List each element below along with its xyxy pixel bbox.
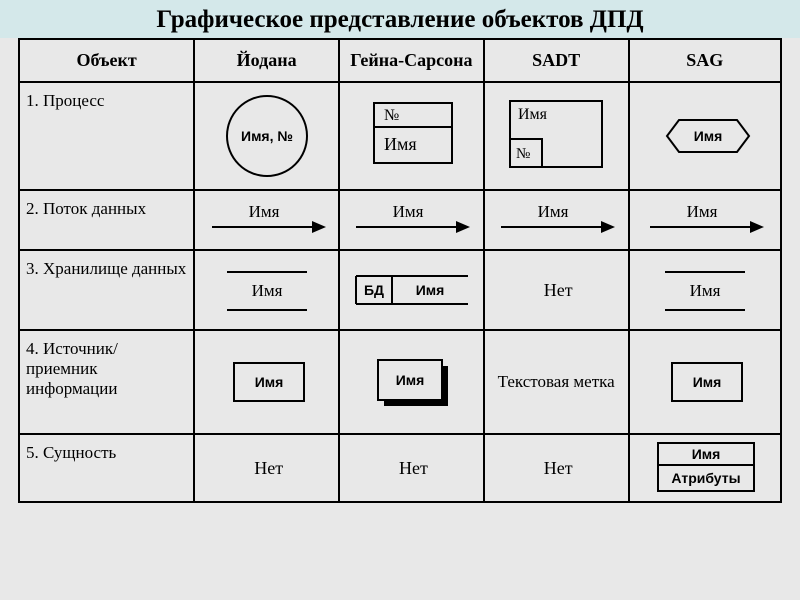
- col-yourdon: Йодана: [194, 39, 339, 82]
- store-gane-icon: БД Имя: [346, 266, 476, 314]
- header-row: Объект Йодана Гейна-Сарсона SADT SAG: [19, 39, 781, 82]
- entity-icon: Имя Атрибуты: [640, 439, 770, 497]
- cell-ent-gane: Нет: [339, 434, 484, 502]
- cell-process-gane: № Имя: [339, 82, 484, 190]
- svg-text:Имя, №: Имя, №: [241, 128, 293, 144]
- page-title: Графическое представление объектов ДПД: [0, 0, 800, 38]
- svg-text:№: №: [384, 107, 399, 124]
- cell-ext-sag: Имя: [629, 330, 781, 434]
- cell-flow-sag: Имя: [629, 190, 781, 250]
- col-object: Объект: [19, 39, 194, 82]
- cell-flow-yourdon: Имя: [194, 190, 339, 250]
- store-sag-icon: Имя: [645, 258, 765, 322]
- cell-flow-sadt: Имя: [484, 190, 629, 250]
- cell-ext-gane: Имя: [339, 330, 484, 434]
- svg-text:№: №: [516, 146, 530, 162]
- arrow-icon: Имя: [640, 197, 770, 243]
- svg-text:Имя: Имя: [384, 134, 417, 154]
- col-sadt: SADT: [484, 39, 629, 82]
- label-datastore: 3. Хранилище данных: [19, 250, 194, 330]
- svg-text:Имя: Имя: [691, 446, 720, 462]
- svg-text:Имя: Имя: [693, 128, 722, 144]
- row-external: 4. Источник/ приемник информации Имя Имя…: [19, 330, 781, 434]
- cell-ext-yourdon: Имя: [194, 330, 339, 434]
- svg-text:Имя: Имя: [396, 372, 425, 388]
- cell-store-sag: Имя: [629, 250, 781, 330]
- svg-text:Имя: Имя: [692, 374, 721, 390]
- svg-text:Имя: Имя: [254, 374, 283, 390]
- rect-icon: Имя: [212, 351, 322, 413]
- store-yourdon-icon: Имя: [207, 258, 327, 322]
- svg-text:Атрибуты: Атрибуты: [671, 470, 740, 486]
- shadow-rect-icon: Имя: [356, 348, 466, 416]
- cell-flow-gane: Имя: [339, 190, 484, 250]
- process-circle-icon: Имя, №: [212, 88, 322, 184]
- row-dataflow: 2. Поток данных Имя Имя: [19, 190, 781, 250]
- cell-ext-sadt: Текстовая метка: [484, 330, 629, 434]
- arrow-icon: Имя: [491, 197, 621, 243]
- cell-process-sadt: Имя №: [484, 82, 629, 190]
- svg-text:Имя: Имя: [538, 202, 569, 221]
- arrow-icon: Имя: [202, 197, 332, 243]
- cell-ent-sadt: Нет: [484, 434, 629, 502]
- dpd-table: Объект Йодана Гейна-Сарсона SADT SAG 1. …: [18, 38, 782, 503]
- svg-text:БД: БД: [364, 282, 384, 298]
- svg-text:Имя: Имя: [248, 202, 279, 221]
- svg-text:Имя: Имя: [393, 202, 424, 221]
- rect-icon: Имя: [650, 351, 760, 413]
- label-dataflow: 2. Поток данных: [19, 190, 194, 250]
- svg-text:Имя: Имя: [518, 106, 548, 123]
- process-gane-icon: № Имя: [356, 97, 466, 175]
- cell-store-sadt: Нет: [484, 250, 629, 330]
- row-process: 1. Процесс Имя, № № Имя И: [19, 82, 781, 190]
- col-gane-sarson: Гейна-Сарсона: [339, 39, 484, 82]
- cell-ent-sag: Имя Атрибуты: [629, 434, 781, 502]
- label-external: 4. Источник/ приемник информации: [19, 330, 194, 434]
- process-hexagon-icon: Имя: [645, 108, 765, 164]
- col-sag: SAG: [629, 39, 781, 82]
- svg-text:Имя: Имя: [686, 202, 717, 221]
- svg-text:Имя: Имя: [416, 282, 445, 298]
- cell-process-sag: Имя: [629, 82, 781, 190]
- process-sadt-icon: Имя №: [496, 93, 616, 179]
- cell-process-yourdon: Имя, №: [194, 82, 339, 190]
- svg-text:Имя: Имя: [251, 281, 282, 300]
- row-entity: 5. Сущность Нет Нет Нет Имя Атрибуты: [19, 434, 781, 502]
- arrow-icon: Имя: [346, 197, 476, 243]
- cell-ent-yourdon: Нет: [194, 434, 339, 502]
- label-process: 1. Процесс: [19, 82, 194, 190]
- row-datastore: 3. Хранилище данных Имя БД Имя Нет: [19, 250, 781, 330]
- label-entity: 5. Сущность: [19, 434, 194, 502]
- svg-text:Имя: Имя: [689, 281, 720, 300]
- cell-store-gane: БД Имя: [339, 250, 484, 330]
- table-container: Объект Йодана Гейна-Сарсона SADT SAG 1. …: [0, 38, 800, 503]
- cell-store-yourdon: Имя: [194, 250, 339, 330]
